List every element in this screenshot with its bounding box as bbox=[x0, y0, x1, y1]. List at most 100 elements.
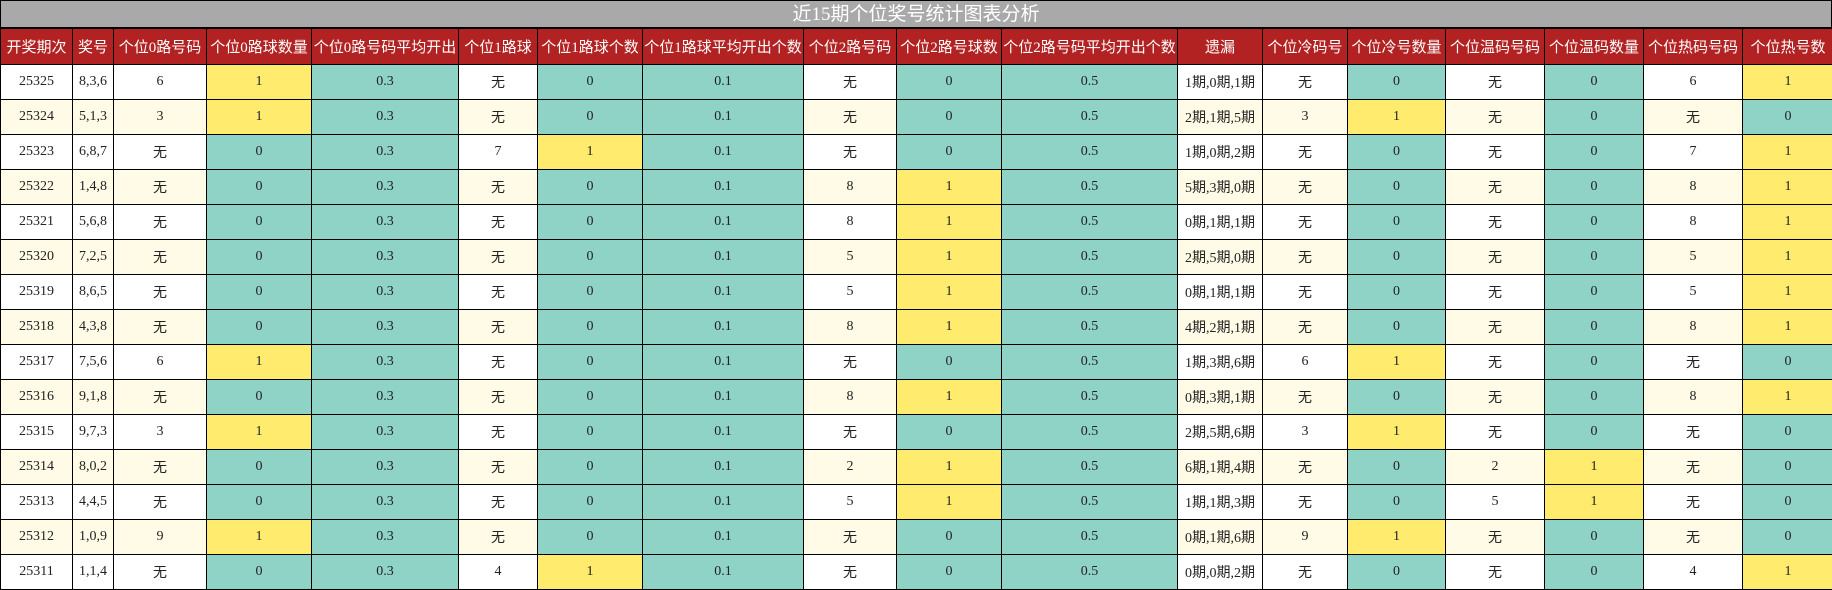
table-cell: 0 bbox=[537, 309, 643, 345]
table-row: 25324 5,1,3 3 1 0.3 无 0 0.1 无 0 0.5 2期,1期,5期 3 1 无 0 无 0 bbox=[0, 99, 1832, 135]
table-cell: 9 bbox=[1262, 519, 1348, 555]
table-cell: 无 bbox=[1643, 519, 1743, 555]
table-cell: 8 bbox=[1643, 204, 1743, 240]
table-cell: 6 bbox=[113, 64, 207, 100]
table-cell: 25324 bbox=[0, 99, 73, 135]
table-cell: 0 bbox=[1347, 554, 1446, 590]
table-cell: 无 bbox=[803, 99, 897, 135]
table-cell: 0 bbox=[537, 449, 643, 485]
table-cell: 1 bbox=[1742, 274, 1832, 310]
table-cell: 0 bbox=[1544, 344, 1644, 380]
table-cell: 0.5 bbox=[1001, 99, 1178, 135]
table-cell: 8 bbox=[1643, 379, 1743, 415]
table-cell: 2 bbox=[803, 449, 897, 485]
table-cell: 无 bbox=[1445, 414, 1545, 450]
table-cell: 1 bbox=[896, 484, 1002, 520]
table-cell: 9,7,3 bbox=[72, 414, 114, 450]
table-cell: 0 bbox=[1544, 64, 1644, 100]
table-cell: 0.3 bbox=[311, 134, 459, 170]
table-cell: 8 bbox=[803, 169, 897, 205]
table-cell: 0期,3期,1期 bbox=[1177, 379, 1263, 415]
table-cell: 9,1,8 bbox=[72, 379, 114, 415]
table-cell: 1 bbox=[896, 274, 1002, 310]
table-cell: 0 bbox=[896, 64, 1002, 100]
table-row: 25314 8,0,2 无 0 0.3 无 0 0.1 2 1 0.5 6期,1期,4期无 0 2 1 无 0 bbox=[0, 449, 1832, 485]
table-cell: 0 bbox=[1544, 379, 1644, 415]
table-cell: 0 bbox=[537, 484, 643, 520]
column-header: 个位1路球 bbox=[458, 28, 538, 65]
table-cell: 无 bbox=[458, 64, 538, 100]
table-cell: 无 bbox=[458, 169, 538, 205]
table-cell: 0.5 bbox=[1001, 64, 1178, 100]
column-header: 个位2路号码平均开出个数 bbox=[1001, 28, 1178, 65]
table-cell: 0 bbox=[1742, 344, 1832, 380]
table-cell: 0.3 bbox=[311, 519, 459, 555]
table-cell: 25312 bbox=[0, 519, 73, 555]
table-cell: 0 bbox=[1742, 484, 1832, 520]
table-cell: 0 bbox=[537, 414, 643, 450]
table-cell: 无 bbox=[1445, 64, 1545, 100]
table-cell: 1 bbox=[896, 204, 1002, 240]
table-cell: 0 bbox=[1347, 309, 1446, 345]
table-cell: 5,1,3 bbox=[72, 99, 114, 135]
table-cell: 无 bbox=[1643, 344, 1743, 380]
table-cell: 无 bbox=[1445, 379, 1545, 415]
column-header: 个位1路球个数 bbox=[537, 28, 643, 65]
table-cell: 4 bbox=[1643, 554, 1743, 590]
table-cell: 无 bbox=[458, 484, 538, 520]
table-cell: 25322 bbox=[0, 169, 73, 205]
table-cell: 无 bbox=[1445, 239, 1545, 275]
table-row: 25313 4,4,5 无 0 0.3 无 0 0.1 5 1 0.5 1期,1期,3期无 0 5 1 无 0 bbox=[0, 484, 1832, 520]
table-cell: 0 bbox=[1347, 134, 1446, 170]
table-cell: 25317 bbox=[0, 344, 73, 380]
column-header: 奖号 bbox=[72, 28, 114, 65]
table-header-row: 开奖期次 奖号 个位0路号码 个位0路球数量 个位0路号码平均开出 个位1路球 个位1路球个… bbox=[0, 28, 1832, 65]
table-cell: 0 bbox=[206, 239, 312, 275]
table-cell: 无 bbox=[113, 239, 207, 275]
table-cell: 无 bbox=[458, 274, 538, 310]
table-cell: 0期,1期,6期 bbox=[1177, 519, 1263, 555]
table-cell: 5 bbox=[1643, 239, 1743, 275]
table-cell: 无 bbox=[113, 274, 207, 310]
table-cell: 1 bbox=[1742, 134, 1832, 170]
table-cell: 无 bbox=[803, 134, 897, 170]
table-cell: 1 bbox=[1742, 239, 1832, 275]
table-cell: 无 bbox=[1643, 484, 1743, 520]
table-cell: 无 bbox=[1445, 169, 1545, 205]
table-cell: 0.5 bbox=[1001, 449, 1178, 485]
table-cell: 0 bbox=[537, 379, 643, 415]
table-cell: 1 bbox=[206, 414, 312, 450]
table-cell: 9 bbox=[113, 519, 207, 555]
table-cell: 0 bbox=[537, 64, 643, 100]
table-cell: 无 bbox=[803, 344, 897, 380]
table-row: 25316 9,1,8 无 0 0.3 无 0 0.1 8 1 0.5 0期,3期,1期无 0 无 0 8 1 bbox=[0, 379, 1832, 415]
table-cell: 0.1 bbox=[642, 519, 804, 555]
table-cell: 0.1 bbox=[642, 64, 804, 100]
table-cell: 0 bbox=[537, 274, 643, 310]
table-cell: 0.3 bbox=[311, 344, 459, 380]
table-cell: 0 bbox=[1544, 414, 1644, 450]
table-cell: 1 bbox=[1347, 99, 1446, 135]
table-cell: 无 bbox=[1445, 274, 1545, 310]
column-header: 个位0路号码平均开出 bbox=[311, 28, 459, 65]
table-cell: 0 bbox=[1742, 519, 1832, 555]
table-cell: 0期,1期,1期 bbox=[1177, 204, 1263, 240]
column-header: 个位1路球平均开出个数 bbox=[642, 28, 804, 65]
table-cell: 无 bbox=[113, 169, 207, 205]
column-header: 个位温码号码 bbox=[1445, 28, 1545, 65]
table-cell: 0 bbox=[896, 344, 1002, 380]
table-cell: 6,8,7 bbox=[72, 134, 114, 170]
table-cell: 无 bbox=[458, 204, 538, 240]
table-cell: 0 bbox=[1347, 484, 1446, 520]
table-cell: 0 bbox=[537, 239, 643, 275]
table-cell: 8 bbox=[803, 379, 897, 415]
column-header: 个位冷码号 bbox=[1262, 28, 1348, 65]
table-cell: 无 bbox=[1262, 484, 1348, 520]
table-cell: 0.3 bbox=[311, 239, 459, 275]
table-cell: 25314 bbox=[0, 449, 73, 485]
table-cell: 0.1 bbox=[642, 239, 804, 275]
table-cell: 无 bbox=[458, 99, 538, 135]
table-cell: 0 bbox=[1544, 519, 1644, 555]
table-cell: 25313 bbox=[0, 484, 73, 520]
table-cell: 无 bbox=[113, 379, 207, 415]
